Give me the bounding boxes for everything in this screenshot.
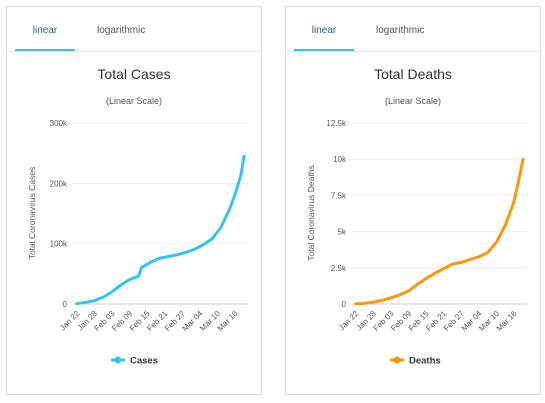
legend-marker-icon: [114, 356, 122, 364]
chart-title: Total Deaths: [374, 66, 452, 82]
scale-tabs: linear logarithmic: [286, 7, 540, 51]
deaths-chart-panel: linear logarithmic Total Deaths (Linear …: [285, 6, 541, 395]
tab-divider: [286, 51, 540, 52]
y-tick-label: 0: [342, 300, 347, 309]
scale-tabs: linear logarithmic: [7, 7, 261, 51]
legend[interactable]: Cases: [111, 356, 158, 367]
legend-marker-icon: [393, 356, 401, 364]
chart-subtitle: (Linear Scale): [385, 96, 441, 106]
deaths-chart: Total Deaths (Linear Scale) Total Corona…: [306, 66, 527, 367]
y-axis-label: Total Coronavirus Cases: [27, 167, 37, 260]
x-tick-label: Mar 16: [216, 309, 240, 333]
y-tick-label: 5k: [338, 228, 347, 237]
tab-logarithmic[interactable]: logarithmic: [97, 25, 146, 36]
y-tick-label: 0: [63, 300, 68, 309]
tab-divider: [7, 51, 261, 52]
y-tick-label: 2.5k: [331, 264, 347, 273]
y-tick-label: 300k: [50, 119, 68, 128]
chart-subtitle: (Linear Scale): [106, 96, 162, 106]
y-tick-label: 10k: [333, 155, 347, 164]
x-tick-label: Mar 16: [495, 309, 519, 333]
series-line-cases[interactable]: [75, 154, 246, 306]
y-tick-label: 200k: [50, 179, 68, 188]
y-tick-label: 12.5k: [326, 119, 347, 128]
y-tick-label: 100k: [50, 240, 68, 249]
legend-label: Deaths: [409, 356, 441, 367]
tab-linear[interactable]: linear: [15, 7, 75, 51]
cases-chart: Total Cases (Linear Scale) Total Coronav…: [27, 66, 248, 367]
y-tick-label: 7.5k: [331, 191, 347, 200]
chart-title: Total Cases: [97, 66, 170, 82]
tab-logarithmic[interactable]: logarithmic: [376, 25, 425, 36]
legend[interactable]: Deaths: [390, 356, 441, 367]
cases-chart-panel: linear logarithmic Total Cases (Linear S…: [6, 6, 262, 395]
legend-label: Cases: [130, 356, 158, 367]
series-line-deaths[interactable]: [354, 157, 525, 306]
y-axis-label: Total Coronavirus Deaths: [306, 165, 316, 260]
tab-linear[interactable]: linear: [294, 7, 354, 51]
